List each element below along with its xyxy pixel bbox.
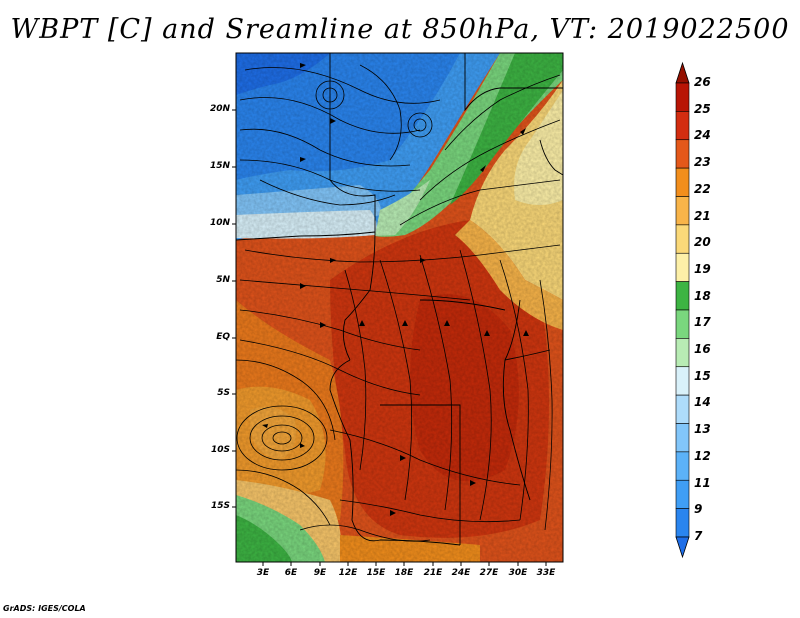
country-borders — [236, 53, 563, 546]
colorbar-level-label: 11 — [694, 475, 711, 490]
colorbar-swatch — [675, 394, 690, 424]
lon-label: 21E — [423, 568, 443, 578]
colorbar — [675, 61, 690, 559]
colorbar-level-label: 13 — [694, 422, 711, 437]
colorbar-level-label: 24 — [694, 128, 711, 143]
lat-label: 15S — [210, 501, 230, 511]
colorbar-swatch — [675, 224, 690, 254]
colorbar-top-triangle — [675, 61, 690, 84]
footer-credit: GrADS: IGES/COLA — [3, 604, 86, 613]
lon-label: 15E — [366, 568, 386, 578]
colorbar-level-label: 12 — [694, 448, 711, 463]
colorbar-bottom-triangle — [675, 536, 690, 559]
colorbar-level-label: 16 — [694, 342, 711, 357]
lon-label: 24E — [451, 568, 471, 578]
lon-label: 6E — [284, 568, 298, 578]
colorbar-level-label: 23 — [694, 155, 711, 170]
axis-ticks — [232, 109, 547, 566]
lon-label: 30E — [508, 568, 528, 578]
lat-label: EQ — [216, 332, 230, 342]
colorbar-level-label: 21 — [694, 208, 711, 223]
colorbar-level-label: 18 — [694, 288, 711, 303]
lon-label: 3E — [256, 568, 270, 578]
lat-label: 5N — [216, 275, 230, 285]
lat-label: 10N — [209, 218, 230, 228]
colorbar-swatch — [675, 252, 690, 282]
colorbar-level-label: 22 — [694, 181, 711, 196]
colorbar-level-label: 20 — [694, 235, 711, 250]
lat-label: 15N — [209, 161, 230, 171]
chart-title: WBPT [C] and Sreamline at 850hPa, VT: 20… — [10, 14, 790, 45]
colorbar-level-label: 14 — [694, 395, 711, 410]
colorbar-swatch — [675, 366, 690, 396]
lon-label: 12E — [338, 568, 358, 578]
colorbar-swatch — [675, 451, 690, 481]
colorbar-swatch — [675, 111, 690, 141]
colorbar-swatch — [675, 309, 690, 339]
colorbar-level-label: 17 — [694, 315, 711, 330]
colorbar-swatch — [675, 423, 690, 453]
colorbar-swatch — [675, 196, 690, 226]
colorbar-level-label: 26 — [694, 75, 711, 89]
colorbar-swatch — [675, 167, 690, 197]
lat-label: 5S — [217, 388, 230, 398]
lon-label: 33E — [536, 568, 556, 578]
lat-label: 10S — [210, 445, 230, 455]
colorbar-swatch — [675, 139, 690, 169]
colorbar-level-label: 25 — [694, 101, 711, 116]
colorbar-swatch — [675, 338, 690, 368]
map-frame — [235, 52, 564, 563]
colorbar-swatch — [675, 508, 690, 538]
lat-label: 20N — [209, 104, 230, 114]
streamline-arrowheads — [262, 63, 529, 516]
colorbar-swatch — [675, 82, 690, 112]
lon-label: 27E — [479, 568, 499, 578]
colorbar-level-label: 7 — [694, 529, 703, 543]
lon-label: 18E — [394, 568, 414, 578]
colorbar-level-label: 15 — [694, 368, 711, 383]
colorbar-level-label: 19 — [694, 261, 711, 276]
colorbar-swatch — [675, 479, 690, 509]
lon-label: 9E — [313, 568, 327, 578]
wbpt-field — [236, 53, 563, 562]
colorbar-level-label: 9 — [694, 502, 703, 517]
colorbar-swatch — [675, 281, 690, 311]
